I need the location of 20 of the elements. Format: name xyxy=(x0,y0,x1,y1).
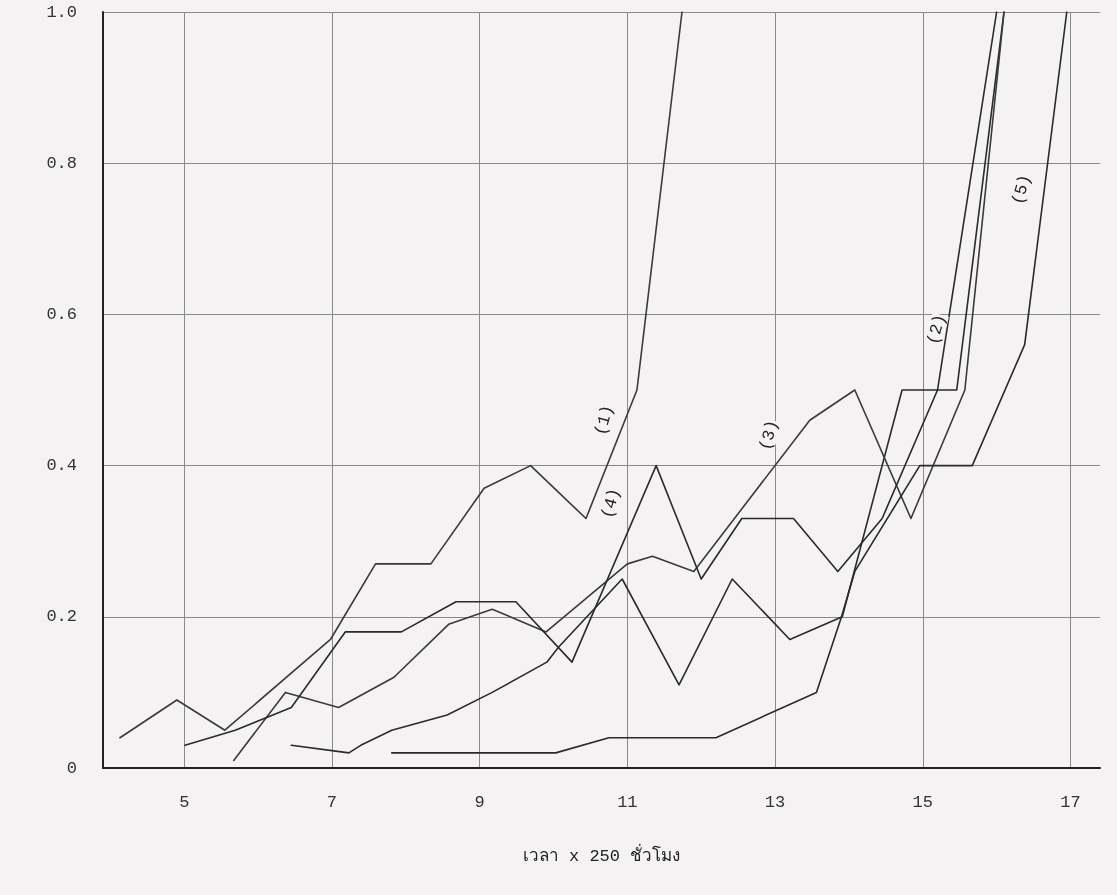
line-series xyxy=(119,11,683,739)
y-tick-label: 0 xyxy=(66,758,77,778)
x-tick-label: 9 xyxy=(474,793,485,812)
x-tick-label: 7 xyxy=(326,793,338,812)
annotation: (1) xyxy=(591,403,618,438)
annotation: (3) xyxy=(756,418,783,453)
x-tick-label: 5 xyxy=(179,793,190,812)
annotation: (5) xyxy=(1008,172,1035,207)
x-tick-label: 13 xyxy=(764,793,786,812)
y-tick-label: 1.0 xyxy=(46,2,77,22)
annotation: (2) xyxy=(923,312,950,347)
y-tick-label: 0.6 xyxy=(46,304,77,324)
x-tick-label: 17 xyxy=(1060,793,1081,812)
x-tick-label: 15 xyxy=(912,793,933,812)
y-tick-label: 0.4 xyxy=(46,456,77,476)
annotation: (4) xyxy=(597,486,625,521)
y-tick-label: 0.2 xyxy=(46,607,77,627)
y-tick-label: 0.8 xyxy=(46,153,77,173)
x-axis-title: เวลา x 250 ชั่วโมง xyxy=(522,843,681,866)
x-tick-label: 11 xyxy=(617,793,638,812)
